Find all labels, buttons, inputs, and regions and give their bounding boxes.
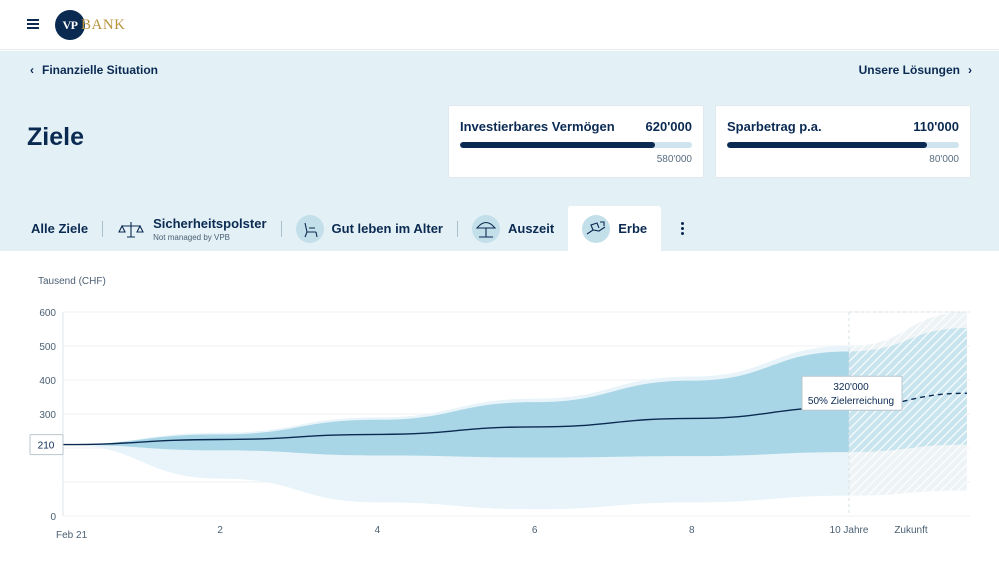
beach-umbrella-icon: [472, 214, 500, 243]
goal-tabs: Alle Ziele Sicherheitspolster Not manage…: [0, 206, 999, 251]
hamburger-icon[interactable]: [27, 19, 39, 29]
tab-sicherheitspolster[interactable]: Sicherheitspolster Not managed by VPB: [103, 206, 280, 251]
start-value-box: [29, 434, 64, 456]
tab-label: Auszeit: [508, 221, 555, 236]
card-sub-value: 80'000: [929, 154, 959, 165]
logo-mark: VP: [55, 10, 85, 40]
x-tick-label: 10 Jahre: [830, 525, 869, 536]
x-tick-label: 2: [217, 525, 223, 536]
logo-word: BANK: [81, 16, 126, 33]
x-tick-label: 4: [375, 525, 381, 536]
tab-label: Sicherheitspolster: [153, 215, 267, 231]
card-label: Sparbetrag p.a.: [727, 119, 822, 134]
back-link[interactable]: ‹ Finanzielle Situation: [30, 63, 158, 77]
chart-svg: 0 300 400 500 600 Feb 21 2 4 6 8 10 Jahre Zukunft 21…: [29, 308, 970, 541]
tooltip-box: [801, 375, 903, 411]
projection-chart: Tausend (CHF) 0 300 400 500 600 Feb 21 2 4 6 8 10 …: [0, 251, 999, 562]
card-sub-value: 580'000: [656, 154, 692, 165]
y-tick-label: 500: [39, 342, 56, 353]
x-tick-label: Feb 21: [56, 530, 88, 541]
tab-divider: [280, 220, 282, 237]
tooltip-value: 320'000: [833, 382, 869, 393]
vp-bank-logo[interactable]: VP BANK: [55, 10, 126, 40]
top-bar: VP BANK: [0, 0, 999, 50]
forward-link[interactable]: Unsere Lösungen ›: [859, 63, 972, 77]
card-value: 620'000: [645, 119, 692, 134]
chevron-left-icon: ‹: [30, 63, 34, 77]
median-line: [62, 406, 850, 446]
future-band-hatch: [849, 327, 967, 453]
y-tick-label: 300: [39, 410, 56, 421]
progress-fill: [727, 142, 927, 148]
tooltip-text: 50% Zielerreichung: [808, 396, 894, 407]
progress-fill: [460, 142, 655, 148]
chevron-right-icon: ›: [968, 63, 972, 77]
hero-section: ‹ Finanzielle Situation Unsere Lösungen …: [0, 51, 999, 251]
x-tick-label: 6: [532, 525, 538, 536]
investable-assets-card: Investierbares Vermögen 620'000 580'000: [448, 105, 704, 178]
tab-divider: [457, 220, 458, 237]
inheritance-hand-icon: [582, 214, 611, 243]
safety-scale-icon: [117, 215, 145, 243]
tab-sublabel: Not managed by VPB: [153, 232, 231, 242]
start-value-label: 210: [38, 441, 55, 452]
tab-alle-ziele[interactable]: Alle Ziele: [0, 206, 102, 251]
forward-link-label: Unsere Lösungen: [858, 63, 960, 77]
progress-bar: [727, 142, 959, 148]
tab-erbe[interactable]: Erbe: [568, 206, 662, 251]
armchair-icon: [295, 214, 324, 243]
tab-label: Gut leben im Alter: [331, 221, 443, 236]
card-label: Investierbares Vermögen: [460, 119, 615, 134]
y-axis-title: Tausend (CHF): [38, 276, 106, 287]
x-tick-label: 8: [689, 525, 695, 536]
page-title: Ziele: [27, 123, 84, 151]
card-value: 110'000: [913, 119, 959, 134]
savings-rate-card: Sparbetrag p.a. 110'000 80'000: [715, 105, 971, 178]
back-link-label: Finanzielle Situation: [42, 63, 159, 77]
tab-label: Erbe: [618, 221, 648, 236]
y-tick-label: 0: [50, 512, 56, 523]
progress-bar: [460, 142, 692, 148]
y-tick-label: 600: [39, 308, 56, 319]
tab-label: Alle Ziele: [31, 221, 89, 236]
more-options-icon[interactable]: [661, 206, 704, 251]
y-tick-label: 400: [39, 376, 56, 387]
median-projection: [848, 392, 967, 408]
inner-band: [63, 351, 849, 458]
tab-gut-leben-im-alter[interactable]: Gut leben im Alter: [282, 206, 457, 251]
tab-divider: [102, 220, 104, 237]
tab-auszeit[interactable]: Auszeit: [458, 206, 568, 251]
x-tick-label: Zukunft: [894, 525, 928, 536]
